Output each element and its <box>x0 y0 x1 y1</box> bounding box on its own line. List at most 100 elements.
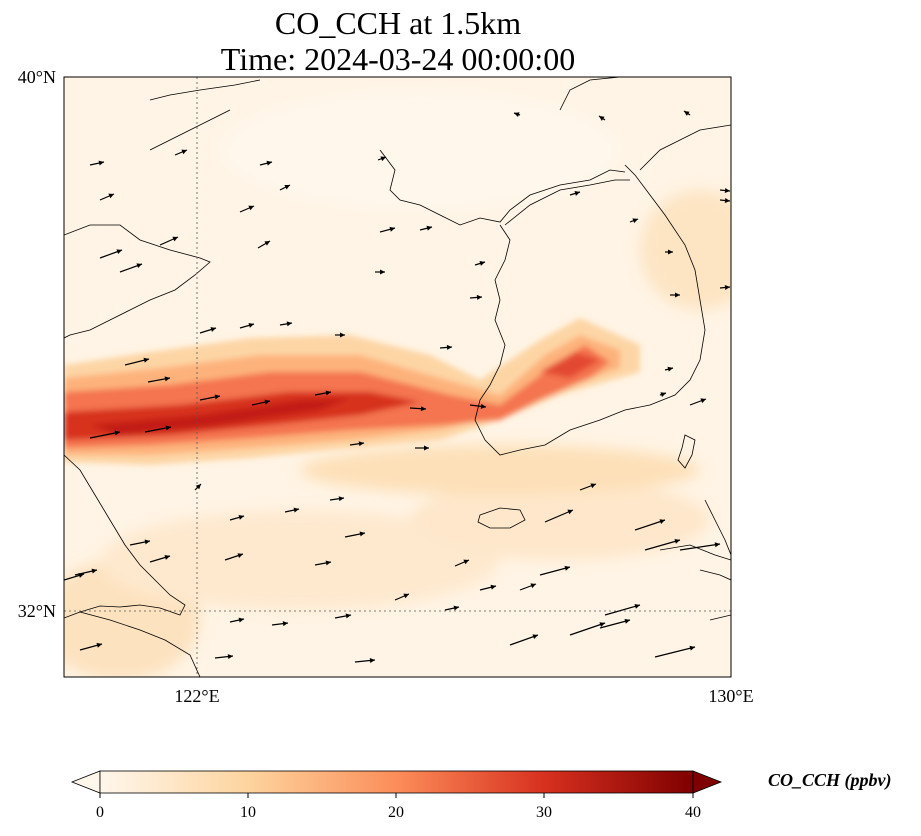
colorbar-max-extension <box>692 770 723 794</box>
colorbar-tick-20: 20 <box>388 804 404 821</box>
wind-arrow-head <box>338 496 344 502</box>
wind-arrow-head <box>420 406 426 412</box>
wind-arrow-head <box>165 425 171 431</box>
wind-arrow-head <box>624 618 630 624</box>
wind-arrow-head <box>380 156 386 162</box>
wind-arrow-head <box>195 484 201 490</box>
wind-arrow-head <box>325 390 331 396</box>
wind-arrow-head <box>108 193 114 199</box>
wind-arrow-head <box>590 483 596 489</box>
wind-arrow-head <box>143 357 149 363</box>
wind-arrow-head <box>172 236 178 242</box>
wind-arrow-head <box>164 376 170 382</box>
colorbar-gradient <box>99 770 694 794</box>
wind-vectors <box>64 110 731 663</box>
colorbar-tick-10: 10 <box>240 804 256 821</box>
wind-arrow-head <box>91 568 97 574</box>
wind-arrow-head <box>530 583 536 589</box>
wind-arrow-head <box>238 617 244 623</box>
wind-arrow-head <box>389 226 395 232</box>
wind-arrow-head <box>564 565 570 571</box>
wind-arrow-head <box>210 327 216 332</box>
wind-arrow-head <box>403 593 409 599</box>
colorbar: 0 10 20 30 40 <box>70 770 723 821</box>
wind-arrow <box>544 509 574 523</box>
wind-arrow-head <box>238 514 244 520</box>
wind-arrow-head <box>446 344 452 350</box>
wind-arrow-head <box>293 507 299 513</box>
wind-arrow-head <box>144 539 150 545</box>
wind-arrow-head <box>325 560 331 566</box>
wind-arrow-head <box>181 149 187 155</box>
wind-arrow <box>644 539 681 551</box>
wind-arrow-head <box>453 605 459 611</box>
colorbar-tick-40: 40 <box>685 804 701 821</box>
wind-arrow-head <box>96 642 102 648</box>
wind-arrow-head <box>98 160 104 166</box>
wind-arrow-head <box>660 392 666 397</box>
wind-arrow-head <box>264 241 270 246</box>
wind-arrow-head <box>514 112 520 117</box>
lat-tick-40N: 40°N <box>18 67 56 87</box>
wind-arrow <box>569 622 606 636</box>
wind-arrow-head <box>358 441 364 447</box>
wind-arrow <box>654 646 696 658</box>
lon-tick-122E: 122°E <box>174 686 219 706</box>
wind-arrow-head <box>426 225 432 231</box>
wind-arrow-head <box>632 218 638 224</box>
wind-arrow-head <box>532 634 538 640</box>
wind-arrow-head <box>490 584 496 590</box>
wind-arrow-head <box>248 322 254 328</box>
wind-arrow-head <box>479 261 485 266</box>
colorbar-title: CO_CCH (ppbv) <box>768 770 892 790</box>
chart-title-line2: Time: 2024-03-24 00:00:00 <box>220 41 576 77</box>
wind-arrow-head <box>286 321 292 327</box>
wind-arrow-head <box>689 645 695 651</box>
wind-arrow-head <box>282 621 288 627</box>
wind-arrow <box>634 519 666 531</box>
wind-arrow-head <box>668 249 673 255</box>
wind-arrow-head <box>659 519 665 524</box>
wind-arrow <box>89 431 121 439</box>
wind-arrow-head <box>574 191 580 196</box>
wind-arrow-head <box>476 294 482 300</box>
wind-arrow-head <box>667 366 673 372</box>
wind-arrow-head <box>116 249 122 255</box>
wind-arrow-head <box>380 269 385 275</box>
coastlines <box>64 77 731 677</box>
wind-arrow <box>679 543 721 551</box>
co-plume <box>64 318 640 465</box>
wind-arrow-head <box>359 531 365 537</box>
wind-arrow-head <box>634 603 640 609</box>
wind-arrow-head <box>284 185 290 190</box>
wind-arrow-head <box>674 538 680 544</box>
wind-arrow-head <box>700 398 706 404</box>
wind-arrow-head <box>164 555 170 560</box>
lon-tick-130E: 130°E <box>708 686 753 706</box>
wind-arrow-head <box>675 292 680 298</box>
chart-title-line1: CO_CCH at 1.5km <box>274 5 522 41</box>
wind-arrow-head <box>340 332 345 338</box>
wind-arrow-head <box>567 509 573 515</box>
wind-arrow <box>604 604 641 616</box>
wind-arrow-head <box>724 198 730 203</box>
wind-arrow-head <box>248 205 254 211</box>
wind-arrow-head <box>463 559 469 565</box>
wind-arrow-head <box>214 394 220 400</box>
wind-arrow-head <box>345 613 351 619</box>
wind-arrow-head <box>227 654 233 660</box>
wind-arrow-head <box>136 263 142 269</box>
background-field <box>64 90 731 677</box>
map-area <box>64 77 731 677</box>
wind-arrow-head <box>480 403 486 409</box>
wind-arrow <box>539 566 571 576</box>
colorbar-min-extension <box>70 770 101 794</box>
wind-arrow-head <box>264 399 270 405</box>
lat-tick-32N: 32°N <box>18 601 56 621</box>
colorbar-tick-30: 30 <box>536 804 552 821</box>
wind-arrow-head <box>684 111 690 116</box>
map-frame <box>63 76 732 678</box>
wind-arrow-head <box>599 622 605 627</box>
wind-arrow-head <box>714 542 720 548</box>
